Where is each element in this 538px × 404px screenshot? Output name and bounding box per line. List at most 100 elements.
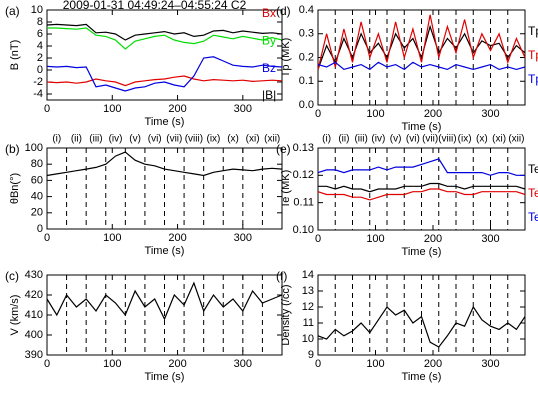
interval-label: (ii) [71,134,82,145]
y-axis-label: Density (/cc) [280,284,292,345]
legend-label: By [262,34,276,48]
x-tick-label: 300 [234,358,252,370]
y-tick-label: 14 [302,269,314,281]
plot-frame [46,9,283,101]
legend-label: Bz [262,61,276,75]
y-axis-label: Tp (MK) [280,38,292,78]
y-tick-label: 10 [302,333,314,345]
series-line [317,305,526,348]
y-tick-label: 11 [303,317,314,329]
y-tick-label: 430 [25,269,43,281]
interval-label: (ix) [207,134,221,145]
interval-label: (ii) [338,134,349,145]
series-line [317,158,525,176]
series-line [317,61,526,71]
panel-label: (d) [276,4,291,18]
y-tick-label: 13 [302,285,314,297]
x-tick-label: 0 [315,358,321,370]
legend-label: Bx [262,6,276,20]
interval-label: (i) [322,134,331,145]
interval-label: (viii) [185,134,203,145]
interval-label: (iii) [89,134,102,145]
series-line [317,14,526,70]
y-tick-label: 10 [31,4,43,16]
x-tick-label: 200 [424,233,442,245]
interval-label: (xii) [508,134,524,145]
y-tick-label: 420 [25,289,43,301]
x-axis-label: Time (s) [402,121,442,133]
y-tick-label: 0.3 [299,28,314,40]
y-tick-label: 2 [37,52,43,64]
y-tick-label: 410 [25,309,43,321]
x-axis-label: Time (s) [145,371,185,383]
legend-label: Tp [528,72,538,86]
x-tick-label: 100 [103,358,121,370]
y-tick-label: 8 [37,16,43,28]
y-tick-label: 80 [31,158,43,170]
y-axis-label: B (nT) [9,40,21,71]
interval-label: (vi) [148,134,162,145]
legend-label: Tp [528,24,538,38]
y-tick-label: 0.11 [293,197,314,209]
y-tick-label: 60 [31,174,43,186]
panel-label: (b) [5,142,20,156]
x-axis-label: Time (s) [402,246,442,258]
interval-label: (xi) [246,134,260,145]
series-line [317,24,526,70]
x-tick-label: 100 [103,103,121,115]
x-tick-label: 300 [481,108,499,120]
y-tick-label: 0 [37,223,43,235]
x-tick-label: 300 [481,233,499,245]
panel-label: (a) [5,4,20,18]
panel-label: (f) [276,269,287,283]
interval-label: (iv) [109,134,123,145]
interval-label: (ix) [458,134,472,145]
x-tick-label: 100 [366,358,384,370]
y-tick-label: 0 [37,64,43,76]
interval-label: (i) [52,134,61,145]
x-tick-label: 300 [234,103,252,115]
y-axis-label: Te (MK) [280,170,292,209]
y-tick-label: 100 [25,142,43,154]
interval-label: (x) [476,134,488,145]
interval-label: (v) [390,134,402,145]
x-tick-label: 0 [44,232,50,244]
chart-title: 2009-01-31 04:49:24–04:55:24 C2 [63,0,247,12]
legend-label: Tp [528,48,538,62]
panel-label: (e) [276,142,291,156]
y-tick-label: 20 [31,207,43,219]
interval-label: (iv) [371,134,385,145]
series-line [46,56,283,92]
x-tick-label: 100 [366,108,384,120]
x-tick-label: 200 [168,232,186,244]
legend-label: |B| [262,88,276,102]
interval-label: (x) [227,134,239,145]
y-tick-label: 4 [37,40,43,52]
x-tick-label: 100 [103,232,121,244]
y-tick-label: -4 [33,88,43,100]
series-line [317,188,526,201]
x-tick-label: 200 [168,358,186,370]
x-axis-label: Time (s) [145,116,185,128]
interval-label: (iii) [354,134,367,145]
interval-label: (vi) [406,134,420,145]
series-line [46,23,283,41]
series-line [47,27,283,50]
x-tick-label: 300 [481,358,499,370]
legend-label: Te [528,162,538,176]
legend-label: Te [528,186,538,200]
interval-label: (vii) [166,134,182,145]
x-tick-label: 200 [424,108,442,120]
y-tick-label: 40 [31,191,43,203]
y-tick-label: 6 [37,28,43,40]
x-axis-label: Time (s) [402,371,442,383]
x-axis-label: Time (s) [145,245,185,257]
series-line [46,281,283,321]
y-tick-label: 0.1 [299,75,314,87]
x-tick-label: 0 [44,358,50,370]
x-tick-label: 0 [44,103,50,115]
x-tick-label: 100 [366,233,384,245]
y-tick-label: 0.10 [293,224,314,236]
interval-label: (xi) [492,134,506,145]
y-tick-label: 12 [302,301,314,313]
